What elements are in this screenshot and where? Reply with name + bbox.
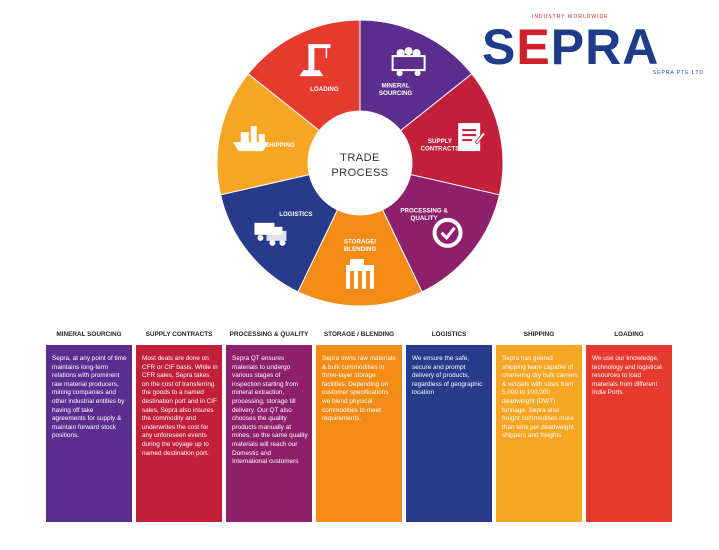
wheel-label-storage-blending: BLENDING [344,246,376,253]
wheel-label-shipping: SHIPPING [265,142,295,149]
wheel-label-storage-blending: STORAGE/ [344,238,376,245]
logo-word: SEPRA [482,19,659,75]
logo-letter: R [585,19,623,75]
wheel-label-mineral-sourcing: SOURCING [379,90,413,97]
center-title-line2: PROCESS [331,167,388,179]
column-description: We use our knowledge, technology and log… [586,345,672,522]
column-title: MINERAL SOURCING [56,331,122,338]
column-description: Most deals are done on CFR or CIF basis.… [136,345,222,522]
logo-letter: A [622,19,660,75]
column-title: PROCESSING & QUALITY [229,331,309,338]
logo-letter: E [516,19,551,75]
storage-silo-icon [346,259,374,289]
mining-cart-icon [391,47,426,77]
column-title: LOGISTICS [431,331,467,338]
column-title: SUPPLY CONTRACTS [145,331,213,338]
wheel-label-supply-contracts: SUPPLY [428,138,453,145]
logo-subtitle: SEPRA PTE LTD [652,70,704,76]
logo-tagline: INDUSTRY WORLDWIDE [532,14,609,20]
sepra-logo: INDUSTRY WORLDWIDE SEPRA SEPRA PTE LTD [482,14,712,76]
wheel-label-processing-quality: PROCESSING & [400,207,448,214]
wheel-center [308,111,412,215]
wheel-label-supply-contracts: CONTRACTS [421,146,460,153]
logo-letter: P [550,19,586,75]
trucks-icon [254,222,287,246]
column-title: LOADING [614,331,644,338]
wheel-label-logistics: LOGISTICS [279,211,312,218]
column-description: We ensure the safe, secure and prompt de… [406,345,492,522]
column-description: Sepra has geared shipping team capable o… [496,345,582,522]
center-title-line1: TRADE [340,152,380,164]
logo-wordmark: SEPRA [482,20,659,74]
column-description: Sepra owns raw materials & bulk commodit… [316,345,402,522]
wheel-label-mineral-sourcing: MINERAL [381,82,409,89]
ship-icon [232,126,269,152]
column-description: Sepra QT ensures materials to undergo va… [226,345,312,522]
column-title: SHIPPING [523,331,555,338]
wheel-label-processing-quality: QUALITY [411,215,439,222]
contract-document-icon [458,123,486,152]
logo-letter: S [482,19,517,75]
column-title: STORAGE / BLENDING [323,331,395,338]
wheel-label-loading: LOADING [310,86,339,93]
quality-check-icon [432,217,463,248]
column-description: Sepra, at any point of time maintains lo… [46,345,132,522]
crane-icon [299,44,331,77]
